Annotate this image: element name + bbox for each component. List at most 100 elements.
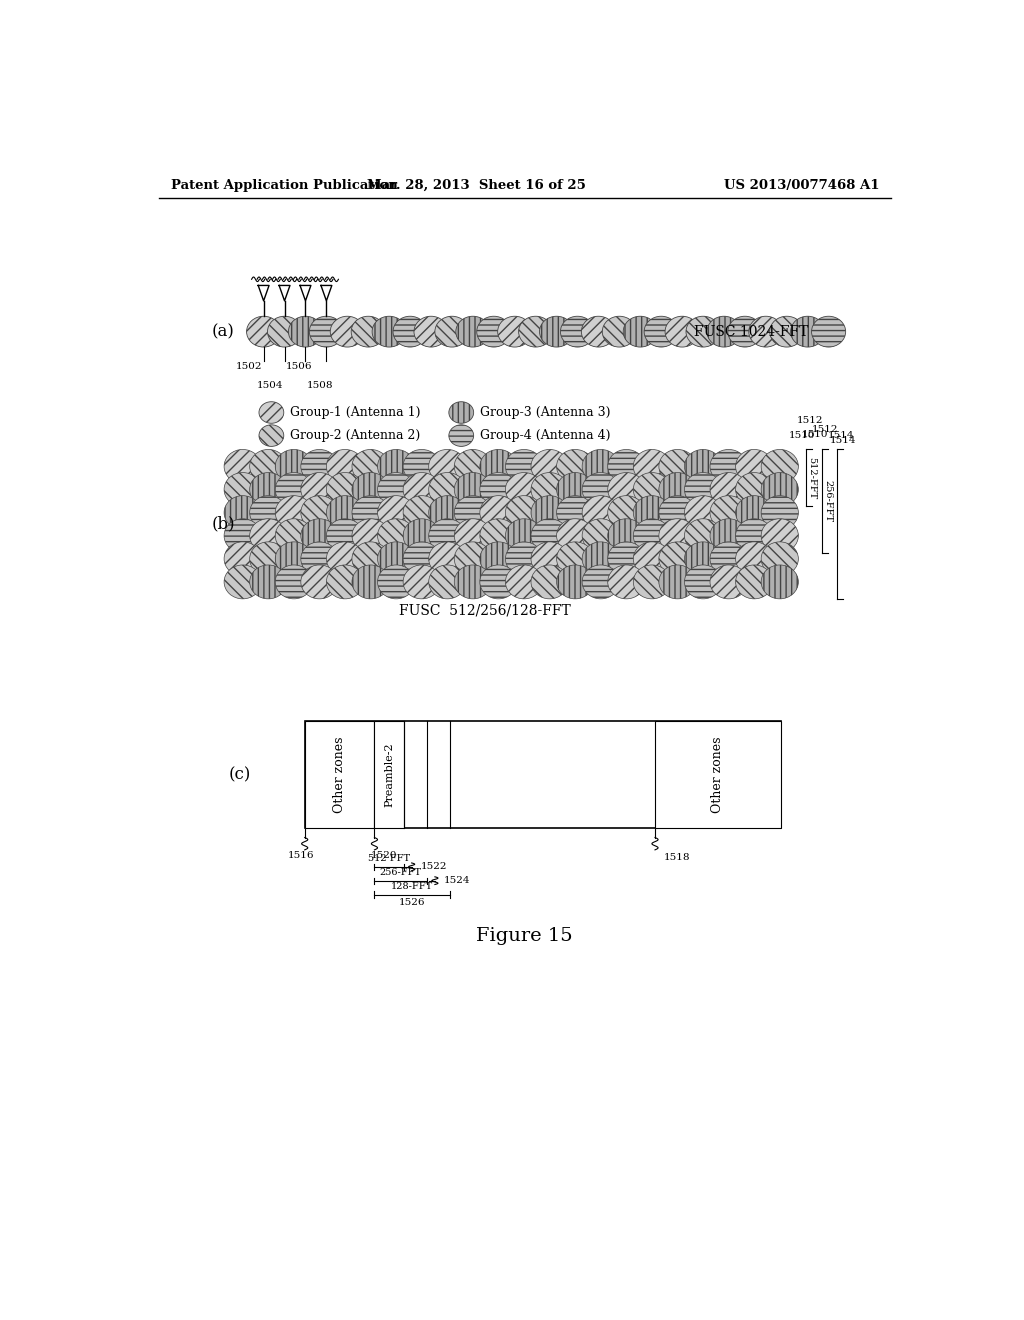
Text: 1524: 1524	[444, 876, 471, 886]
Ellipse shape	[644, 317, 678, 347]
Ellipse shape	[770, 317, 804, 347]
Ellipse shape	[480, 543, 517, 576]
Ellipse shape	[684, 519, 722, 553]
Ellipse shape	[429, 473, 466, 507]
Text: Figure 15: Figure 15	[476, 927, 573, 945]
Ellipse shape	[812, 317, 846, 347]
Ellipse shape	[403, 543, 440, 576]
Ellipse shape	[633, 519, 671, 553]
Ellipse shape	[449, 425, 474, 446]
Ellipse shape	[518, 317, 553, 347]
Ellipse shape	[247, 317, 281, 347]
Ellipse shape	[560, 317, 595, 347]
Text: Other zones: Other zones	[712, 737, 724, 813]
Ellipse shape	[735, 473, 773, 507]
Ellipse shape	[583, 473, 620, 507]
Ellipse shape	[735, 495, 773, 529]
Ellipse shape	[403, 473, 440, 507]
Ellipse shape	[224, 543, 261, 576]
Bar	[305, 721, 780, 829]
Ellipse shape	[658, 543, 696, 576]
Text: 1512: 1512	[797, 416, 823, 425]
Ellipse shape	[275, 473, 312, 507]
Ellipse shape	[531, 565, 568, 599]
Ellipse shape	[707, 317, 741, 347]
Ellipse shape	[557, 519, 594, 553]
Ellipse shape	[607, 543, 645, 576]
Ellipse shape	[331, 317, 365, 347]
Ellipse shape	[301, 543, 338, 576]
Ellipse shape	[633, 495, 671, 529]
Text: 128-FFT: 128-FFT	[391, 882, 433, 891]
Ellipse shape	[250, 449, 287, 483]
Ellipse shape	[480, 449, 517, 483]
Ellipse shape	[749, 317, 783, 347]
Ellipse shape	[480, 495, 517, 529]
Ellipse shape	[684, 565, 722, 599]
Ellipse shape	[583, 449, 620, 483]
Ellipse shape	[275, 565, 312, 599]
Ellipse shape	[378, 565, 415, 599]
Ellipse shape	[327, 519, 364, 553]
Ellipse shape	[429, 495, 466, 529]
Ellipse shape	[477, 317, 511, 347]
Ellipse shape	[327, 543, 364, 576]
Ellipse shape	[455, 449, 492, 483]
Text: (b): (b)	[212, 516, 236, 533]
Ellipse shape	[557, 543, 594, 576]
Ellipse shape	[250, 543, 287, 576]
Ellipse shape	[531, 543, 568, 576]
Ellipse shape	[710, 519, 748, 553]
Ellipse shape	[557, 473, 594, 507]
Ellipse shape	[506, 473, 543, 507]
Ellipse shape	[761, 473, 799, 507]
Ellipse shape	[289, 317, 323, 347]
Ellipse shape	[267, 317, 302, 347]
Ellipse shape	[583, 565, 620, 599]
Ellipse shape	[506, 543, 543, 576]
Ellipse shape	[710, 449, 748, 483]
Ellipse shape	[429, 449, 466, 483]
Text: 1506: 1506	[286, 363, 312, 371]
Ellipse shape	[602, 317, 636, 347]
Ellipse shape	[224, 565, 261, 599]
Ellipse shape	[378, 473, 415, 507]
Ellipse shape	[403, 449, 440, 483]
Ellipse shape	[531, 473, 568, 507]
Ellipse shape	[456, 317, 489, 347]
Ellipse shape	[403, 565, 440, 599]
Ellipse shape	[250, 519, 287, 553]
Ellipse shape	[607, 565, 645, 599]
Text: Group-3 (Antenna 3): Group-3 (Antenna 3)	[480, 407, 610, 418]
Ellipse shape	[761, 449, 799, 483]
Ellipse shape	[658, 495, 696, 529]
Ellipse shape	[728, 317, 762, 347]
Ellipse shape	[686, 317, 720, 347]
Text: 1518: 1518	[664, 853, 690, 862]
Ellipse shape	[224, 449, 261, 483]
Ellipse shape	[455, 495, 492, 529]
Ellipse shape	[352, 565, 389, 599]
Text: 1522: 1522	[421, 862, 447, 871]
Ellipse shape	[309, 317, 343, 347]
Ellipse shape	[658, 449, 696, 483]
Ellipse shape	[378, 495, 415, 529]
Ellipse shape	[275, 449, 312, 483]
Ellipse shape	[259, 425, 284, 446]
Text: Preamble-2: Preamble-2	[384, 742, 394, 807]
Ellipse shape	[403, 495, 440, 529]
Ellipse shape	[506, 519, 543, 553]
Ellipse shape	[557, 449, 594, 483]
Text: 1508: 1508	[307, 381, 334, 389]
Ellipse shape	[393, 317, 427, 347]
Ellipse shape	[710, 543, 748, 576]
Ellipse shape	[275, 495, 312, 529]
Ellipse shape	[372, 317, 407, 347]
Ellipse shape	[301, 449, 338, 483]
Ellipse shape	[455, 519, 492, 553]
Ellipse shape	[301, 495, 338, 529]
Ellipse shape	[557, 495, 594, 529]
Text: 1512: 1512	[812, 425, 839, 434]
Ellipse shape	[250, 473, 287, 507]
Ellipse shape	[658, 565, 696, 599]
